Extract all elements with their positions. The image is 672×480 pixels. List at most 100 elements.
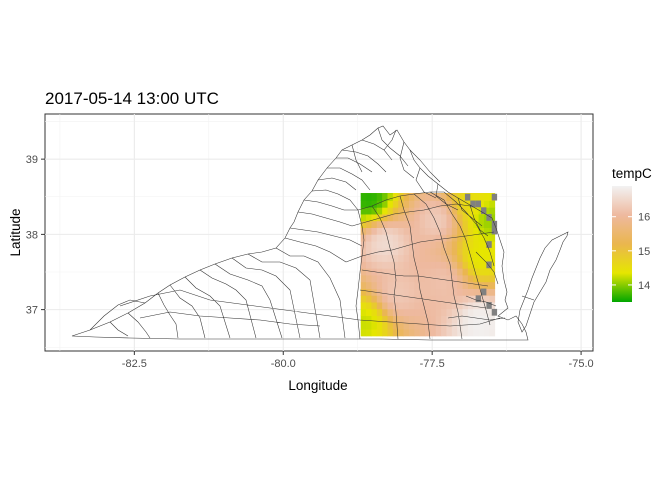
raster-cell (478, 193, 485, 201)
raster-cell (398, 241, 404, 249)
raster-cell (430, 322, 437, 330)
raster-cell (457, 315, 463, 323)
raster-cell (446, 193, 453, 201)
raster-cell (425, 302, 431, 310)
raster-cell (441, 288, 447, 296)
raster-cell (419, 308, 426, 317)
raster-cell (414, 193, 421, 201)
raster-cell (366, 295, 372, 303)
legend-tick-label: 16 (638, 212, 650, 224)
raster-cell (360, 275, 367, 283)
raster-cell (451, 275, 458, 283)
raster-cell (398, 254, 404, 262)
raster-cell (430, 220, 437, 229)
raster-cell (366, 308, 372, 317)
raster-cell (451, 308, 458, 317)
raster-cell (430, 261, 437, 269)
raster-cell (473, 193, 480, 201)
raster-cell (462, 329, 469, 337)
raster-cell (425, 214, 431, 222)
raster-cell (435, 200, 442, 208)
raster-cell (408, 295, 415, 303)
raster-cell (473, 214, 480, 222)
raster-cell (489, 207, 496, 215)
raster-cell (473, 234, 480, 242)
raster-cell (430, 207, 437, 215)
raster-cell (425, 193, 431, 201)
raster-cell (366, 281, 372, 289)
raster-cell (403, 193, 410, 201)
raster-cell (489, 315, 496, 323)
x-axis-ticks: -82.5 -80.0 -77.5 -75.0 (122, 351, 594, 370)
raster-cell (462, 261, 469, 269)
raster-cell (435, 234, 442, 242)
raster-cell (462, 193, 469, 195)
raster-cell (360, 308, 367, 317)
raster-cell (435, 322, 442, 330)
raster-cell (478, 247, 485, 256)
raster-cell (376, 302, 383, 310)
raster-cell (387, 302, 394, 310)
raster-cell (489, 261, 496, 269)
raster-cell (467, 261, 474, 269)
raster-cell (382, 220, 388, 229)
raster-cell (398, 200, 404, 208)
raster-cell (382, 302, 388, 310)
raster-cell (462, 302, 469, 310)
raster-cell (366, 302, 372, 310)
raster-cell (403, 254, 410, 262)
raster-cell (398, 214, 404, 222)
raster-cell (382, 308, 388, 317)
raster-cell-missing (486, 214, 492, 221)
legend-tick-label: 14 (638, 280, 650, 292)
raster-cell (467, 193, 474, 195)
raster-cell (467, 322, 474, 330)
raster-cell (382, 241, 388, 249)
raster-cell (403, 275, 410, 283)
raster-cell (435, 241, 442, 249)
raster-cell (473, 322, 480, 330)
raster-cell (425, 200, 431, 208)
raster-cell (435, 220, 442, 229)
raster-cell (430, 295, 437, 303)
raster-cell (419, 193, 426, 195)
raster-cell (408, 254, 415, 262)
raster-cell (387, 234, 394, 242)
raster-cell (441, 315, 447, 323)
raster-cell (414, 234, 421, 242)
y-tick-label: 39 (26, 154, 38, 166)
raster-cell (451, 227, 458, 235)
raster-cell (392, 207, 399, 215)
raster-cell (425, 275, 431, 283)
raster-cell (360, 329, 367, 337)
raster-cell (419, 200, 426, 208)
raster-cell (419, 281, 426, 289)
raster-cell (467, 315, 474, 323)
raster-cell (392, 322, 399, 330)
raster-cell (360, 322, 367, 330)
raster-cell (419, 275, 426, 283)
raster-cell (435, 193, 442, 195)
raster-cell (473, 281, 480, 289)
raster-cell (462, 322, 469, 330)
raster-cell (371, 322, 378, 330)
raster-cell (398, 302, 404, 310)
raster-cell (425, 322, 431, 330)
raster-cell-missing (470, 200, 476, 208)
raster-cell (430, 214, 437, 222)
raster-cell (489, 200, 496, 208)
raster-cell (376, 234, 383, 242)
raster-cell (398, 220, 404, 229)
raster-cell (483, 329, 490, 337)
raster-cell (435, 247, 442, 256)
raster-cell (473, 247, 480, 256)
raster-cell-missing (475, 295, 482, 303)
raster-cell (360, 193, 367, 195)
raster-cell (392, 329, 399, 337)
raster-cell (435, 288, 442, 296)
raster-cell (457, 275, 463, 283)
raster-cell (425, 288, 431, 296)
raster-cell (430, 268, 437, 276)
raster-cell (467, 268, 474, 276)
raster-cell (419, 288, 426, 296)
